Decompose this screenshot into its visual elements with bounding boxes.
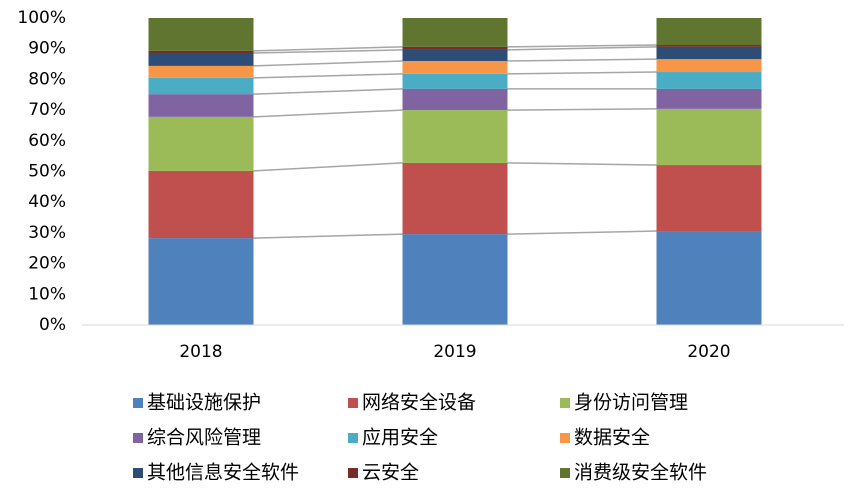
connector-line <box>253 49 403 54</box>
x-tick-label: 2019 <box>433 342 476 362</box>
legend-swatch <box>348 468 358 478</box>
bar-segment <box>402 162 508 235</box>
legend-label: 数据安全 <box>574 427 650 449</box>
bar-segment <box>402 88 508 111</box>
connector-line <box>507 162 657 166</box>
bar-segment <box>656 231 762 325</box>
y-tick-label: 60% <box>28 131 66 151</box>
bar-segment <box>402 49 508 61</box>
legend-label: 应用安全 <box>362 427 438 449</box>
connector-line <box>253 88 403 95</box>
connector-line <box>253 109 403 118</box>
bar-segment <box>656 46 762 60</box>
connector-line <box>507 71 657 75</box>
bar-segment <box>148 77 254 95</box>
bar-segment <box>148 94 254 117</box>
bar-segment <box>148 50 254 53</box>
bar-segment <box>148 18 254 51</box>
bar-segment <box>656 72 762 89</box>
connector-line <box>253 46 403 52</box>
legend-swatch <box>560 468 570 478</box>
connector-line <box>253 233 403 239</box>
legend-label: 消费级安全软件 <box>574 462 707 484</box>
legend-swatch <box>560 398 570 408</box>
connector-line <box>507 44 657 48</box>
legend-label: 其他信息安全软件 <box>147 462 299 484</box>
bar-segment <box>148 52 254 66</box>
connector-line <box>507 58 657 62</box>
y-tick-label: 40% <box>28 192 66 212</box>
legend-label: 网络安全设备 <box>362 392 476 414</box>
legend-swatch <box>133 398 143 408</box>
bar-segment <box>402 18 508 47</box>
legend-swatch <box>560 433 570 443</box>
legend-label: 云安全 <box>362 462 419 484</box>
bar-segment <box>402 73 508 89</box>
y-tick-label: 90% <box>28 39 66 59</box>
connector-line <box>507 230 657 235</box>
y-tick-label: 80% <box>28 69 66 89</box>
y-tick-label: 70% <box>28 100 66 120</box>
bar-segment <box>656 59 762 73</box>
bar-segment <box>656 45 762 47</box>
x-tick-label: 2018 <box>179 342 222 362</box>
bar-segment <box>656 165 762 232</box>
bar-segment <box>656 108 762 166</box>
connector-line <box>507 46 657 51</box>
bar-segment <box>402 60 508 74</box>
bar-segment <box>148 238 254 325</box>
legend-label: 身份访问管理 <box>574 392 688 414</box>
legend-swatch <box>133 433 143 443</box>
x-tick-label: 2020 <box>687 342 730 362</box>
bar-segment <box>402 234 508 325</box>
y-tick-label: 10% <box>28 284 66 304</box>
connector-line <box>253 162 403 172</box>
legend-swatch <box>133 468 143 478</box>
bar-segment <box>402 110 508 163</box>
y-tick-label: 0% <box>39 315 66 335</box>
legend-swatch <box>348 398 358 408</box>
bar-segment <box>148 170 254 239</box>
bar-segment <box>148 65 254 78</box>
legend-label: 基础设施保护 <box>147 392 261 414</box>
y-tick-label: 50% <box>28 162 66 182</box>
legend-label: 综合风险管理 <box>147 427 261 449</box>
bar-segment <box>656 88 762 109</box>
bar-segment <box>402 46 508 50</box>
bar-segment <box>656 18 762 46</box>
y-tick-label: 30% <box>28 223 66 243</box>
bar-segment <box>148 116 254 171</box>
y-tick-label: 20% <box>28 254 66 274</box>
connector-line <box>253 60 403 67</box>
connector-line <box>253 73 403 79</box>
legend-swatch <box>348 433 358 443</box>
y-tick-label: 100% <box>17 8 66 28</box>
connector-line <box>507 108 657 111</box>
